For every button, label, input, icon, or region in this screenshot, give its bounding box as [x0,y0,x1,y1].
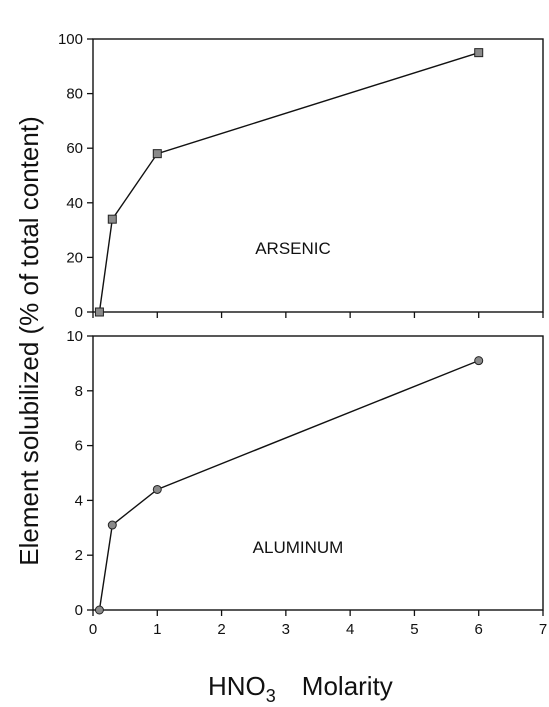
y-tick-label: 6 [75,438,83,455]
x-tick-label: 2 [217,621,225,638]
data-point [107,214,117,224]
aluminum-panel: 0 2 4 6 8 10 0 1 2 3 4 5 6 7 ALUMINUM [66,328,547,638]
x-tick-label: 1 [153,621,161,638]
data-point [152,149,162,159]
data-point [94,605,104,615]
y-tick-label: 4 [75,492,83,509]
panel-label: ALUMINUM [253,538,344,557]
y-tick-label: 60 [66,140,83,157]
y-tick-label: 2 [75,547,83,564]
y-tick-label: 0 [75,602,83,619]
data-point [474,356,484,366]
y-tick-label: 0 [75,304,83,321]
y-tick-label: 80 [66,86,83,103]
x-tick-label: 4 [346,621,354,638]
x-tick-label: 5 [410,621,418,638]
x-axis-title-main: HNO [208,671,266,701]
x-tick-label: 0 [89,621,97,638]
y-tick-label: 100 [58,31,83,48]
plot-frame [92,335,544,611]
x-tick-label: 3 [282,621,290,638]
data-point [107,520,117,530]
y-tick-label: 8 [75,383,83,400]
plot-frame [92,38,544,313]
panel-label: ARSENIC [255,239,331,258]
y-tick-label: 20 [66,249,83,266]
y-tick-label: 40 [66,195,83,212]
x-axis-title-subscript: 3 [266,686,276,706]
x-axis-title-unit: Molarity [302,671,393,701]
x-tick-label: 6 [475,621,483,638]
y-tick-label: 10 [66,328,83,345]
series-line [98,51,479,313]
data-point [152,484,162,494]
x-tick-label: 7 [539,621,547,638]
data-point [474,48,484,58]
y-axis-title: Element solubilized (% of total content) [14,116,44,565]
series-line [98,360,479,611]
x-axis-title: HNO3 Molarity [208,671,393,706]
arsenic-panel: 0 20 40 60 80 100 ARSENIC [58,31,544,321]
data-point [94,307,104,317]
